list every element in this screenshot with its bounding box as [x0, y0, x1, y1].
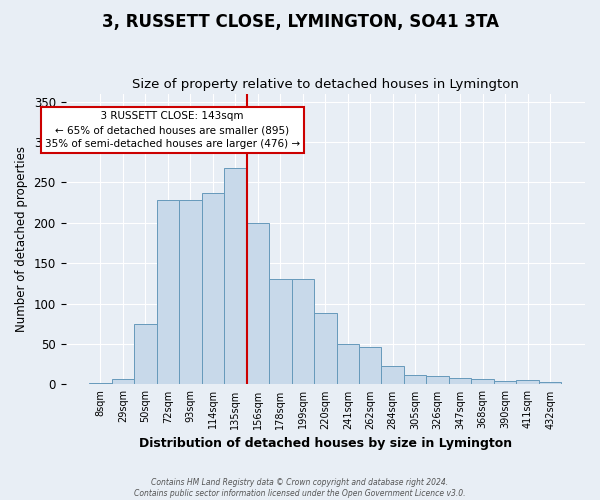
- Bar: [404, 374, 427, 384]
- Bar: [224, 168, 247, 384]
- Title: Size of property relative to detached houses in Lymington: Size of property relative to detached ho…: [132, 78, 519, 91]
- Bar: [539, 382, 562, 384]
- Bar: [359, 348, 382, 385]
- Bar: [337, 344, 359, 385]
- Bar: [269, 280, 292, 384]
- Text: 3 RUSSETT CLOSE: 143sqm  
← 65% of detached houses are smaller (895)
35% of semi: 3 RUSSETT CLOSE: 143sqm ← 65% of detache…: [45, 112, 300, 150]
- Bar: [202, 193, 224, 384]
- Bar: [517, 380, 539, 384]
- Bar: [427, 376, 449, 384]
- Bar: [472, 379, 494, 384]
- Y-axis label: Number of detached properties: Number of detached properties: [15, 146, 28, 332]
- Bar: [382, 366, 404, 384]
- Bar: [314, 314, 337, 384]
- Text: 3, RUSSETT CLOSE, LYMINGTON, SO41 3TA: 3, RUSSETT CLOSE, LYMINGTON, SO41 3TA: [101, 12, 499, 30]
- Bar: [179, 200, 202, 384]
- X-axis label: Distribution of detached houses by size in Lymington: Distribution of detached houses by size …: [139, 437, 512, 450]
- Bar: [449, 378, 472, 384]
- Bar: [112, 379, 134, 384]
- Bar: [157, 200, 179, 384]
- Bar: [134, 324, 157, 384]
- Bar: [292, 280, 314, 384]
- Bar: [89, 383, 112, 384]
- Text: Contains HM Land Registry data © Crown copyright and database right 2024.
Contai: Contains HM Land Registry data © Crown c…: [134, 478, 466, 498]
- Bar: [494, 381, 517, 384]
- Bar: [247, 223, 269, 384]
